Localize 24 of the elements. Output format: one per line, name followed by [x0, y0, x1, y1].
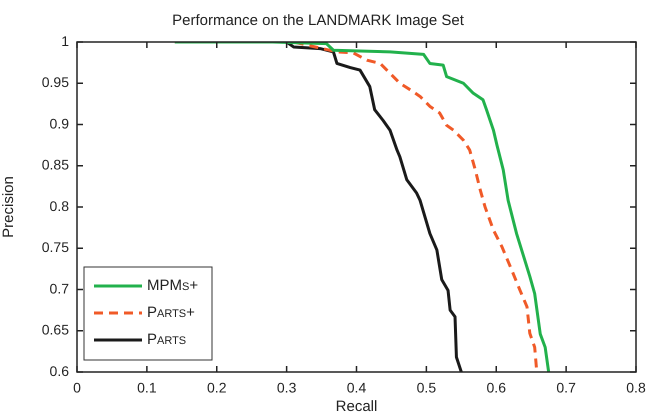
y-axis-title: Precision: [0, 176, 18, 238]
y-tick-label: 0.65: [42, 322, 70, 338]
x-axis-title: Recall: [336, 398, 378, 416]
x-tick-label: 0.8: [626, 379, 646, 396]
y-tick-label: 0.9: [50, 115, 70, 132]
x-tick-label: 0.4: [346, 379, 366, 396]
legend-label: MPMs+: [147, 277, 198, 294]
x-tick-label: 0.1: [137, 379, 157, 396]
chart-title: Performance on the LANDMARK Image Set: [172, 12, 465, 30]
x-tick-label: 0.5: [416, 379, 436, 396]
y-tick-label: 0.6: [50, 362, 70, 379]
x-tick-label: 0.7: [556, 379, 576, 396]
y-tick-label: 0.75: [42, 239, 70, 256]
legend-label: Parts: [147, 331, 186, 348]
x-tick-label: 0.3: [276, 379, 297, 396]
x-tick-label: 0.6: [486, 379, 506, 396]
x-tick-label: 0.2: [207, 379, 227, 396]
legend-label: Parts+: [147, 304, 196, 322]
y-tick-label: 0.95: [42, 74, 70, 90]
y-tick-label: 1: [61, 32, 70, 49]
y-tick-label: 0.85: [42, 156, 70, 173]
x-tick-label: 0: [73, 379, 82, 396]
y-tick-label: 0.7: [50, 280, 70, 296]
y-tick-label: 0.8: [50, 198, 70, 214]
